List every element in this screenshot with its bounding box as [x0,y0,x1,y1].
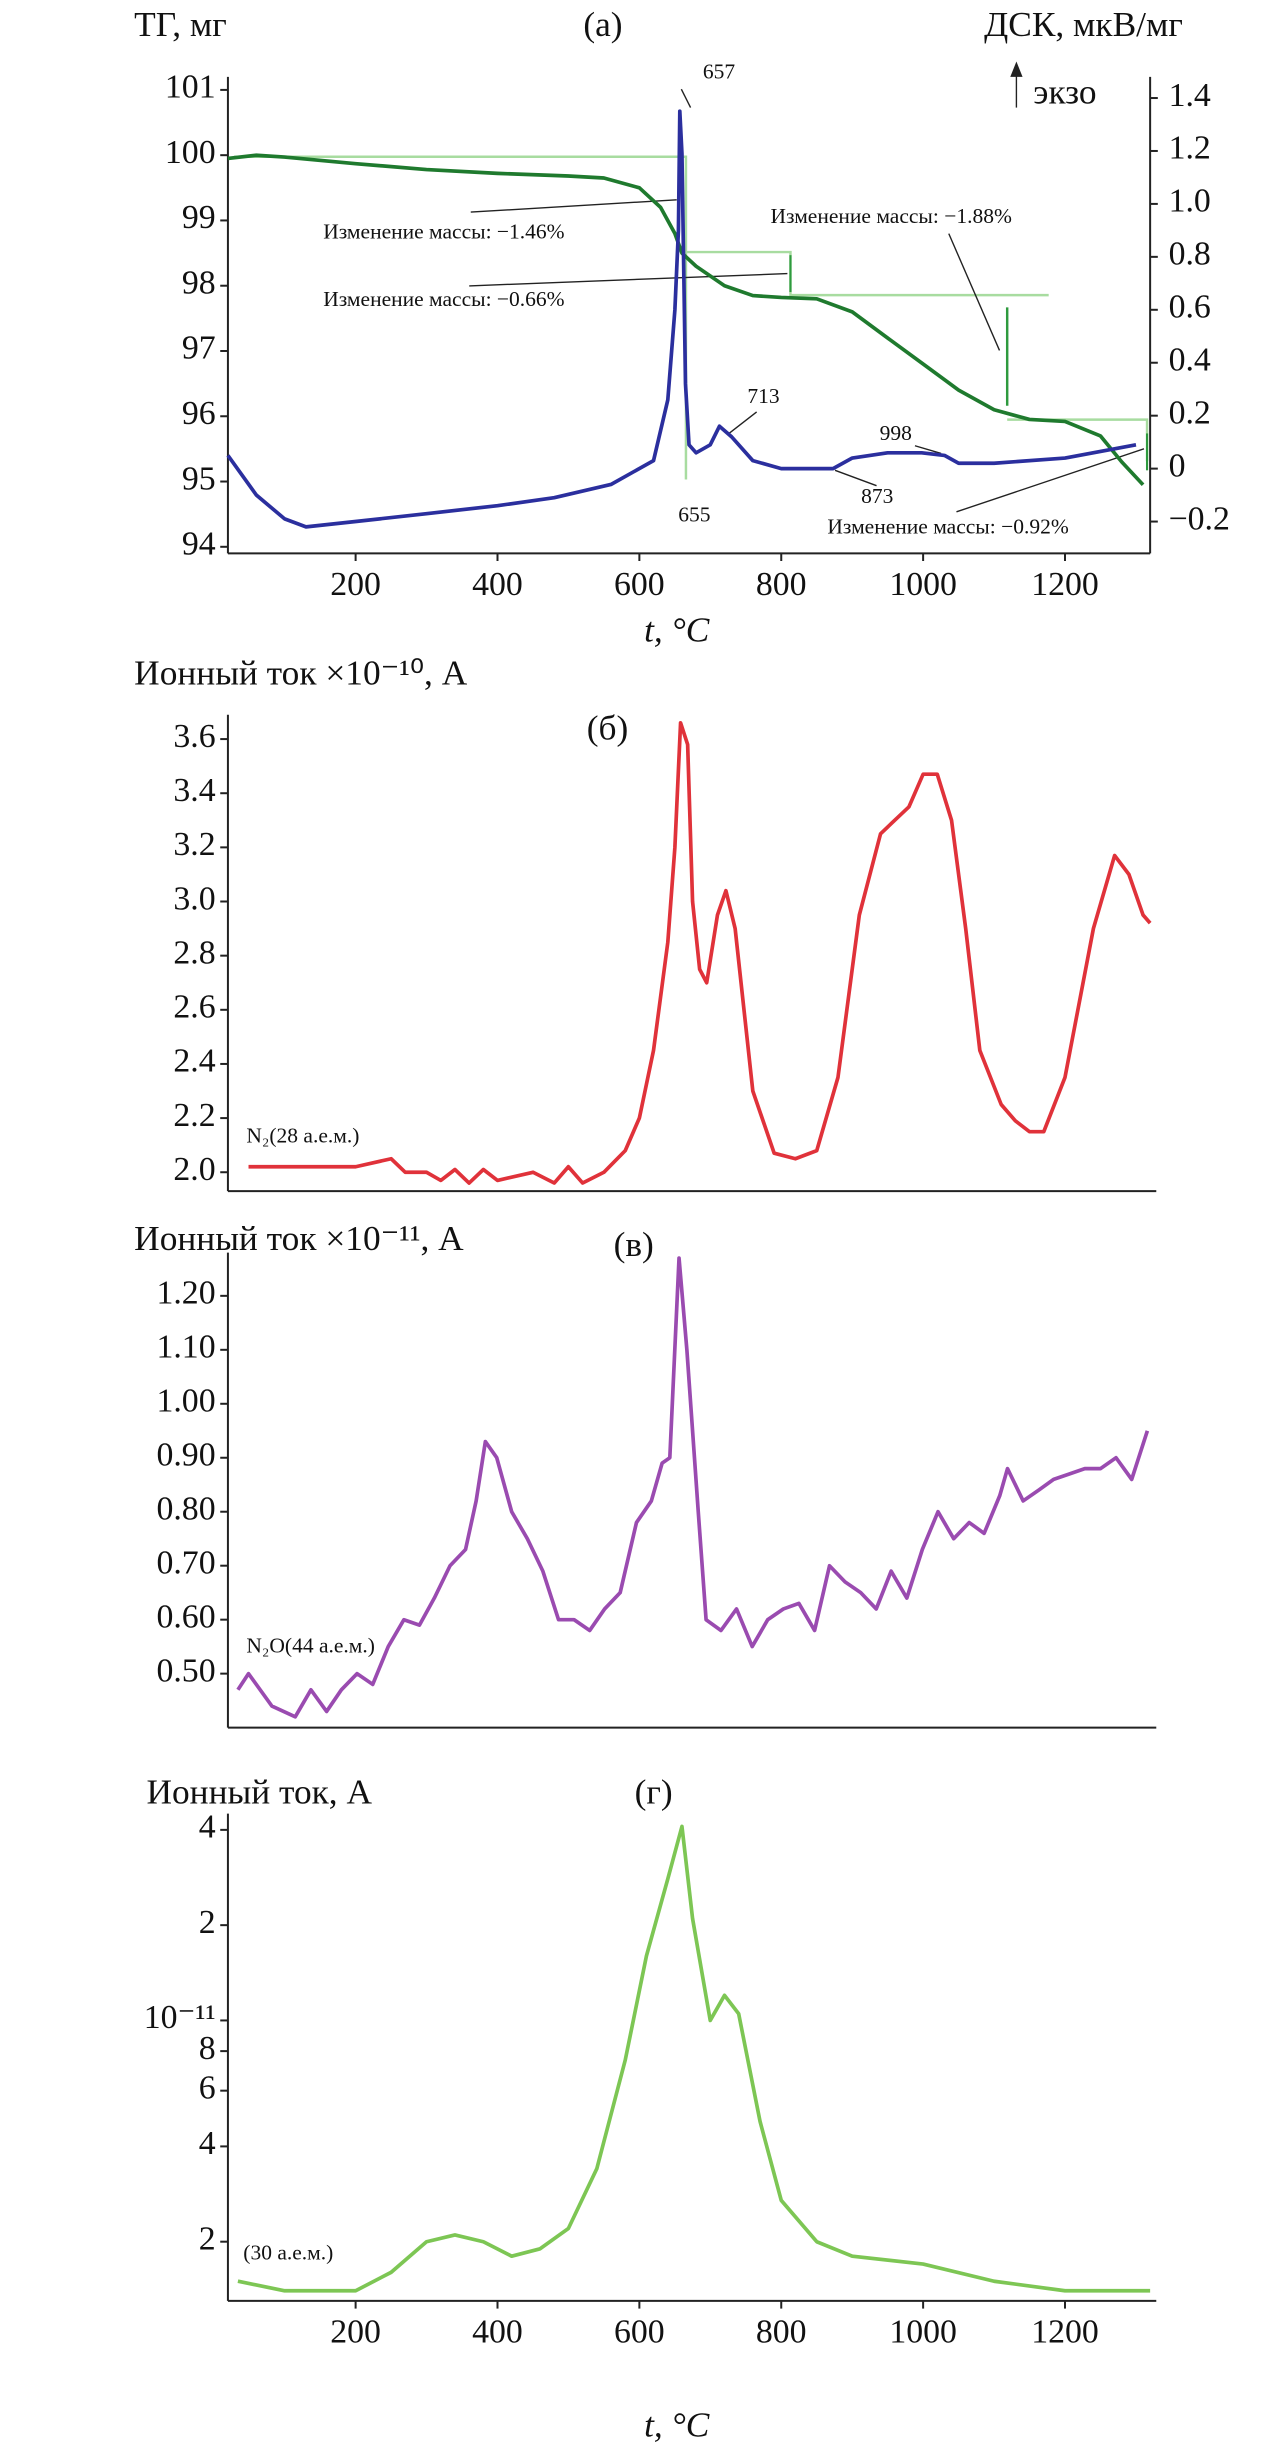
annotation: Изменение массы: −0.66% [323,287,564,311]
data-line [226,109,1137,529]
y-tick-label: 1.20 [156,1275,215,1312]
x-tick-label: 1200 [1031,566,1099,603]
x-tick-label: 600 [614,566,665,603]
y-tick-label: 0.60 [156,1598,215,1635]
data-line [248,721,1152,1185]
annotation: Изменение массы: −0.92% [827,515,1068,539]
y-tick-label: 99 [182,199,216,236]
y-tick-label: 100 [165,134,216,171]
y-tick-label: 101 [165,69,216,106]
leader-lines [469,61,1145,513]
y-tick-label: 94 [182,526,216,563]
y2-tick-label: 0.8 [1169,236,1211,273]
y-tick-label: 98 [182,264,216,301]
y2-axis-label: ДСК, мкВ/мг [984,4,1183,44]
y2-tick-label: 0.4 [1169,342,1211,379]
y-tick-label: 0.70 [156,1544,215,1581]
y-tick-label: 97 [182,330,216,367]
annotation: N₂O(44 а.е.м.) [246,1634,375,1658]
y-tick-label: 1.10 [156,1329,215,1366]
annotation: 998 [880,421,912,445]
y2-tick-label: 1.4 [1169,77,1211,114]
x-axis-label: t, °C [644,2405,710,2445]
y-tick-label: 3.0 [173,880,215,917]
data-line [236,1256,1150,1719]
y-tick-label: 3.4 [173,772,215,809]
y2-tick-label: 0 [1169,447,1186,484]
panel-label: (а) [583,4,622,44]
annotation: 873 [861,484,893,508]
y2-tick-label: 0.6 [1169,289,1211,326]
annotation: Изменение массы: −1.46% [323,220,564,244]
x-tick-label: 400 [472,566,523,603]
y2-tick-label: 1.0 [1169,183,1211,220]
x-tick-label: 600 [614,2313,665,2350]
y-tick-label: 10⁻¹¹ [144,1999,216,2036]
annotation: Изменение массы: −1.88% [770,204,1011,228]
y-tick-label: 1.00 [156,1383,215,1420]
data-line [227,153,1145,487]
y-tick-label: 4 [199,2125,216,2162]
annotation: 713 [747,384,779,408]
y-tick-label: 2.2 [173,1097,215,1134]
y-tick-label: 3.2 [173,826,215,863]
x-tick-label: 800 [756,566,807,603]
y-tick-label: 0.90 [156,1437,215,1474]
y-tick-label: 6 [199,2069,216,2106]
x-tick-label: 1000 [889,566,957,603]
y-tick-label: 3.6 [173,718,215,755]
y-tick-label: 0.80 [156,1490,215,1527]
x-tick-label: 200 [330,2313,381,2350]
annotation: 657 [703,60,736,84]
panel-label: (б) [587,708,629,748]
y-tick-label: 2.4 [173,1043,215,1080]
x-tick-label: 400 [472,2313,523,2350]
y-axis-label: ТГ, мг [134,4,227,44]
data-line [237,1824,1151,2293]
annotation: N₂(28 а.е.м.) [246,1123,359,1147]
y-tick-label: 2.0 [173,1151,215,1188]
x-tick-label: 1000 [889,2313,957,2350]
x-axis-label: t, °C [644,609,710,649]
y-tick-label: 4 [199,1809,216,1846]
y-tick-label: 0.50 [156,1652,215,1689]
exo-note: экзо [1033,71,1096,111]
y-axis-label: Ионный ток ×10⁻¹¹, А [134,1218,464,1258]
panel-label: (г) [635,1771,673,1811]
y-tick-label: 95 [182,460,216,497]
y-tick-label: 2 [199,2220,216,2257]
annotation: (30 а.е.м.) [243,2241,333,2265]
annotation: 655 [678,502,710,526]
x-tick-label: 1200 [1031,2313,1099,2350]
y-axis-label: Ионный ток, А [146,1771,372,1811]
y-tick-label: 96 [182,395,216,432]
y2-tick-label: 0.2 [1169,394,1211,431]
y2-tick-label: 1.2 [1169,130,1211,167]
y2-tick-label: −0.2 [1169,500,1230,537]
x-tick-label: 200 [330,566,381,603]
y-tick-label: 2 [199,1904,216,1941]
x-tick-label: 800 [756,2313,807,2350]
y-tick-label: 2.6 [173,989,215,1026]
y-tick-label: 8 [199,2030,216,2067]
y-tick-label: 2.8 [173,934,215,971]
panel-label: (в) [614,1224,654,1264]
y-axis-label: Ионный ток ×10⁻¹⁰, А [134,652,468,692]
